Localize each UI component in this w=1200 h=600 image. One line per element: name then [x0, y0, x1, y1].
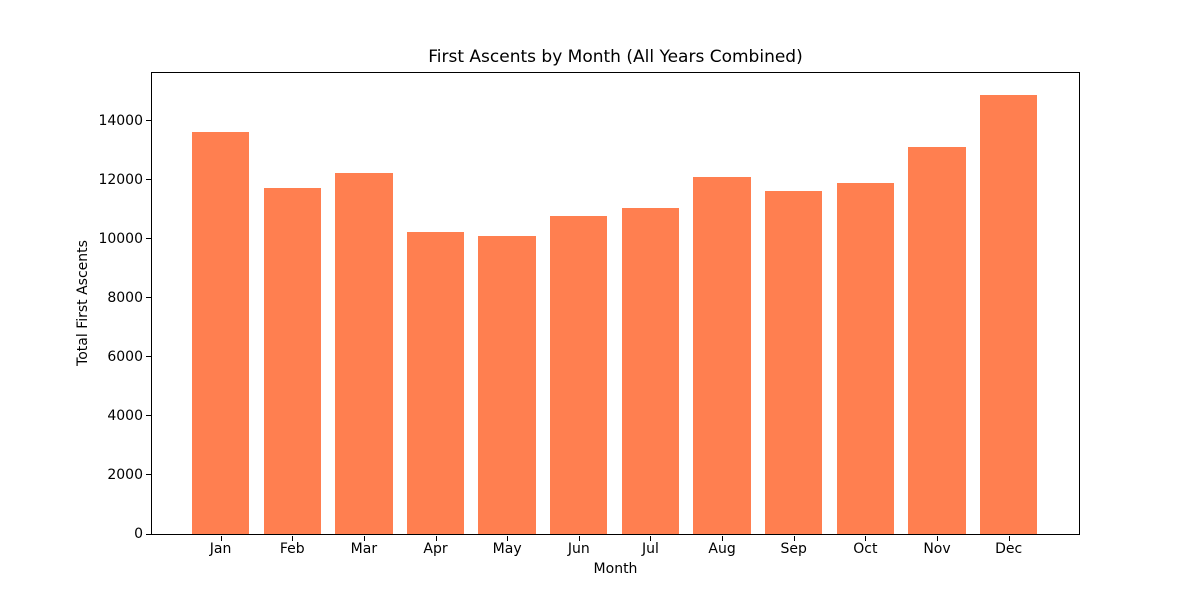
x-tick-label-apr: Apr — [423, 541, 448, 557]
y-tick-mark — [146, 474, 151, 476]
bar-aug — [693, 176, 751, 534]
x-tick-mark — [793, 536, 795, 541]
bar-feb — [263, 187, 321, 534]
x-axis-label: Month — [593, 561, 638, 577]
bar-apr — [406, 231, 465, 534]
bar-may — [478, 235, 536, 534]
y-tick-label: 14000 — [98, 112, 143, 129]
x-tick-label-jan: Jan — [209, 541, 232, 557]
y-tick-label: 8000 — [107, 289, 143, 306]
x-tick-mark — [220, 536, 222, 541]
x-tick-label-jul: Jul — [641, 541, 659, 557]
y-tick-mark — [146, 415, 151, 417]
x-tick-label-jun: Jun — [567, 541, 590, 557]
bar-sep — [765, 190, 823, 534]
x-tick-mark — [578, 536, 580, 541]
x-tick-mark — [1008, 536, 1010, 541]
y-tick-mark — [146, 238, 151, 240]
y-tick-mark — [146, 120, 151, 122]
x-tick-mark — [435, 536, 437, 541]
y-tick-label: 4000 — [107, 407, 143, 424]
x-tick-label-nov: Nov — [923, 541, 951, 557]
y-tick-label: 12000 — [98, 171, 143, 188]
chart-title: First Ascents by Month (All Years Combin… — [428, 47, 803, 67]
bar-dec — [979, 94, 1038, 534]
y-tick-mark — [146, 356, 151, 358]
y-tick-mark — [146, 179, 151, 181]
x-tick-mark — [363, 536, 365, 541]
x-tick-mark — [937, 536, 938, 541]
x-tick-label-may: May — [492, 541, 522, 557]
bar-nov — [908, 147, 966, 534]
x-tick-mark — [507, 536, 509, 541]
bar-jun — [550, 215, 608, 534]
x-tick-mark — [292, 536, 294, 541]
x-tick-label-sep: Sep — [780, 541, 807, 557]
bar-oct — [836, 183, 895, 534]
x-tick-label-dec: Dec — [995, 541, 1023, 557]
x-tick-label-oct: Oct — [853, 541, 878, 557]
y-tick-label: 0 — [134, 526, 143, 542]
y-tick-mark — [146, 533, 151, 535]
y-tick-mark — [146, 297, 151, 299]
x-tick-mark — [722, 536, 724, 541]
plot-area: 0 2000 4000 6000 8000 10000 12000 14000 Jan Feb Ma… — [98, 72, 1080, 557]
x-tick-mark — [865, 536, 867, 541]
bar-jan — [191, 132, 250, 534]
x-tick-label-aug: Aug — [708, 541, 736, 557]
y-axis-label: Total First Ascents — [75, 240, 91, 366]
y-tick-label: 6000 — [107, 348, 143, 365]
y-tick-label: 10000 — [98, 230, 143, 247]
x-tick-label-feb: Feb — [279, 541, 305, 557]
y-tick-label: 2000 — [107, 466, 143, 483]
x-tick-label-mar: Mar — [350, 541, 378, 557]
bar-mar — [335, 172, 393, 534]
x-tick-mark — [650, 536, 652, 541]
bar-jul — [621, 207, 680, 534]
